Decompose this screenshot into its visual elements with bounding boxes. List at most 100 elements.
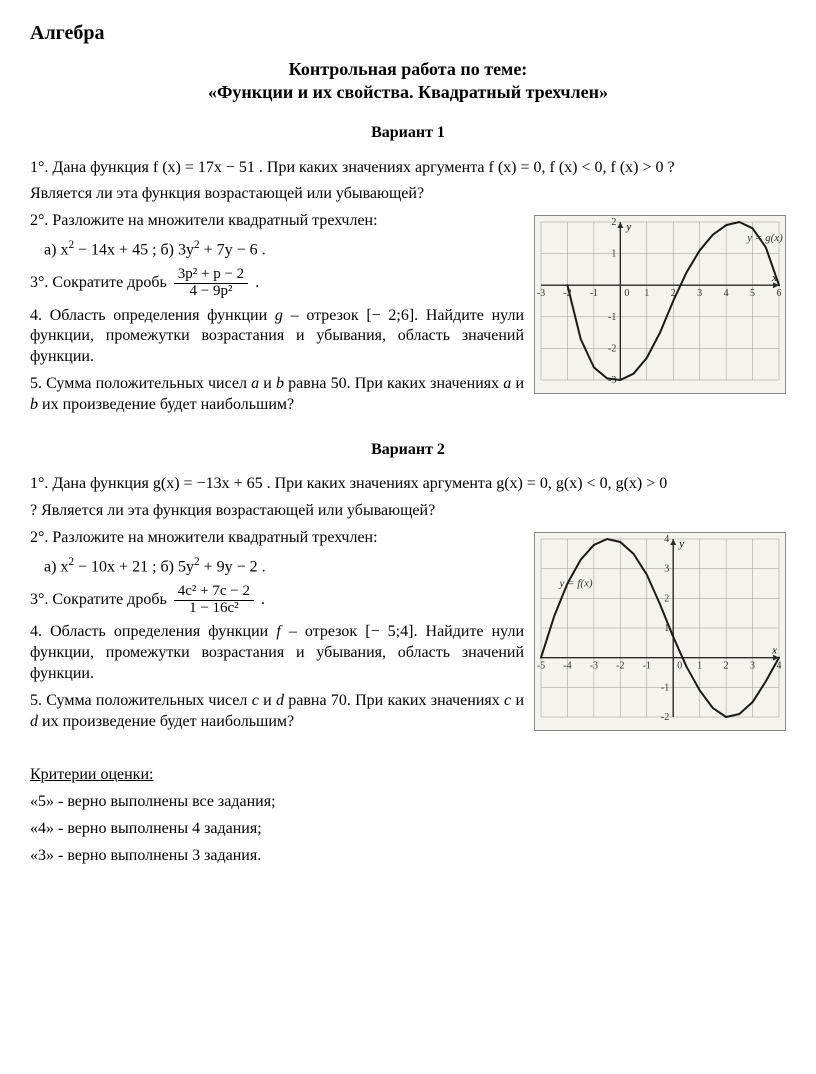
svg-text:-1: -1 [608,312,616,323]
variant2-title: Вариант 2 [30,440,786,461]
v1-p4a: 4. Область определения функции [30,307,275,324]
v2-p4b: – отрезок [281,623,365,640]
v1-problem-1: 1°. Дана функция f (x) = 17x − 51 . При … [30,158,786,179]
svg-text:1: 1 [697,661,702,672]
v1-p5e: их произведение будет наибольшим? [38,396,294,413]
graph-f: -5-4-3-2-11234-2-112340xyy = f(x) [534,532,786,731]
v1-p2a-lbl: а) [44,241,60,258]
v2-p5i2: d [276,692,284,709]
svg-text:-2: -2 [616,661,624,672]
svg-text:-1: -1 [661,682,669,693]
svg-text:3: 3 [697,288,702,299]
v2-p5c: равна 70. При каких значениях [284,692,504,709]
svg-text:0: 0 [677,661,682,672]
svg-text:3: 3 [750,661,755,672]
title-line-2: «Функции и их свойства. Квадратный трехч… [30,81,786,104]
svg-text:-1: -1 [590,288,598,299]
svg-text:-4: -4 [563,661,571,672]
v1-p2a-rest: − 14x + 45 ; [74,241,161,258]
svg-text:1: 1 [611,249,616,260]
criteria-4: «4» - верно выполнены 4 задания; [30,819,786,840]
criteria-3: «3» - верно выполнены 3 задания. [30,846,786,867]
v2-p1b: . При каких значениях аргумента [267,475,497,492]
v2-p1f: g(x) = −13x + 65 [153,475,267,492]
v2-p4a: 4. Область определения функции [30,623,276,640]
p1b: . При каких значениях аргумента [259,159,489,176]
v1-p2b-lbl: б) [161,241,178,258]
svg-text:-3: -3 [608,375,616,386]
v2-p1c: g(x) = 0, g(x) < 0, g(x) > 0 [496,475,667,492]
v2-p2a-rest: − 10x + 21 ; [74,558,161,575]
subject-heading: Алгебра [30,20,786,46]
v2-p1a: 1°. Дана функция [30,475,153,492]
criteria-5: «5» - верно выполнены все задания; [30,792,786,813]
svg-text:1: 1 [644,288,649,299]
v1-p5i2: b [276,375,284,392]
svg-text:y = g(x): y = g(x) [746,232,783,244]
v1-p5i1: a [251,375,259,392]
title-block: Контрольная работа по теме: «Функции и и… [30,58,786,105]
v2-p5b: и [259,692,276,709]
v2-p3a: 3°. Сократите дробь [30,591,171,608]
svg-text:-3: -3 [590,661,598,672]
v1-p2b-f: 3y [178,241,194,258]
v2-p5i1: c [252,692,259,709]
svg-text:-2: -2 [608,344,616,355]
v2-p3-num: 4c² + 7c − 2 [174,584,254,601]
v2-p5d: и [511,692,524,709]
svg-text:2: 2 [664,593,669,604]
svg-text:2: 2 [724,661,729,672]
v1-p5i4: b [30,396,38,413]
svg-text:5: 5 [750,288,755,299]
v1-p3-num: 3p² + p − 2 [174,267,248,284]
v2-p2b-rest: + 9y − 2 . [200,558,266,575]
v1-p2b-rest: + 7y − 6 . [200,241,266,258]
v1-p4int: [− 2;6] [366,307,414,324]
svg-text:4: 4 [724,288,729,299]
svg-text:-1: -1 [643,661,651,672]
svg-text:3: 3 [664,564,669,575]
v2-p4int: [− 5;4] [365,623,413,640]
v1-p5c: равна 50. При каких значениях [284,375,503,392]
svg-text:-5: -5 [537,661,545,672]
graph-g: -3-2-1123456-3-2-1120xyy = g(x) [534,215,786,394]
v2-p5e: их произведение будет наибольшим? [38,713,294,730]
v2-p3-dot: . [257,591,265,608]
title-line-1: Контрольная работа по теме: [30,58,786,81]
v2-problem-1: 1°. Дана функция g(x) = −13x + 65 . При … [30,474,786,495]
v1-p3a: 3°. Сократите дробь [30,274,171,291]
variant1-title: Вариант 1 [30,123,786,144]
v2-p2a-lbl: а) [44,558,60,575]
svg-text:0: 0 [624,288,629,299]
v2-p3-den: 1 − 16c² [174,601,254,617]
p1c: f (x) = 0, f (x) < 0, f (x) > 0 ? [489,159,675,176]
v2-p3-frac: 4c² + 7c − 2 1 − 16c² [174,584,254,617]
svg-text:-3: -3 [537,288,545,299]
v1-p4b: – отрезок [283,307,366,324]
p1f: f (x) = 17x − 51 [153,159,255,176]
v1-p3-dot: . [251,274,259,291]
v1-p5b: и [259,375,276,392]
v1-p5a: 5. Сумма положительных чисел [30,375,251,392]
v1-p3-frac: 3p² + p − 2 4 − 9p² [174,267,248,300]
v2-p5i4: d [30,713,38,730]
v2-p2b-lbl: б) [161,558,178,575]
svg-text:2: 2 [611,217,616,228]
svg-text:y: y [678,538,684,550]
criteria-head: Критерии оценки: [30,765,786,786]
criteria-head-label: Критерии оценки: [30,766,153,783]
v1-p4g: g [275,307,283,324]
v1-problem-1b: Является ли эта функция возрастающей или… [30,184,786,205]
svg-text:-2: -2 [661,712,669,723]
svg-text:4: 4 [664,534,669,545]
p1a: 1°. Дана функция [30,159,153,176]
v1-p3-den: 4 − 9p² [174,284,248,300]
svg-text:y: y [625,221,631,233]
svg-text:x: x [771,645,777,657]
v2-p5a: 5. Сумма положительных чисел [30,692,252,709]
v2-problem-1b: ? Является ли эта функция возрастающей и… [30,501,786,522]
v1-p5d: и [511,375,524,392]
svg-text:y = f(x): y = f(x) [559,577,593,589]
svg-text:6: 6 [777,288,782,299]
v2-p2b-f: 5y [178,558,194,575]
